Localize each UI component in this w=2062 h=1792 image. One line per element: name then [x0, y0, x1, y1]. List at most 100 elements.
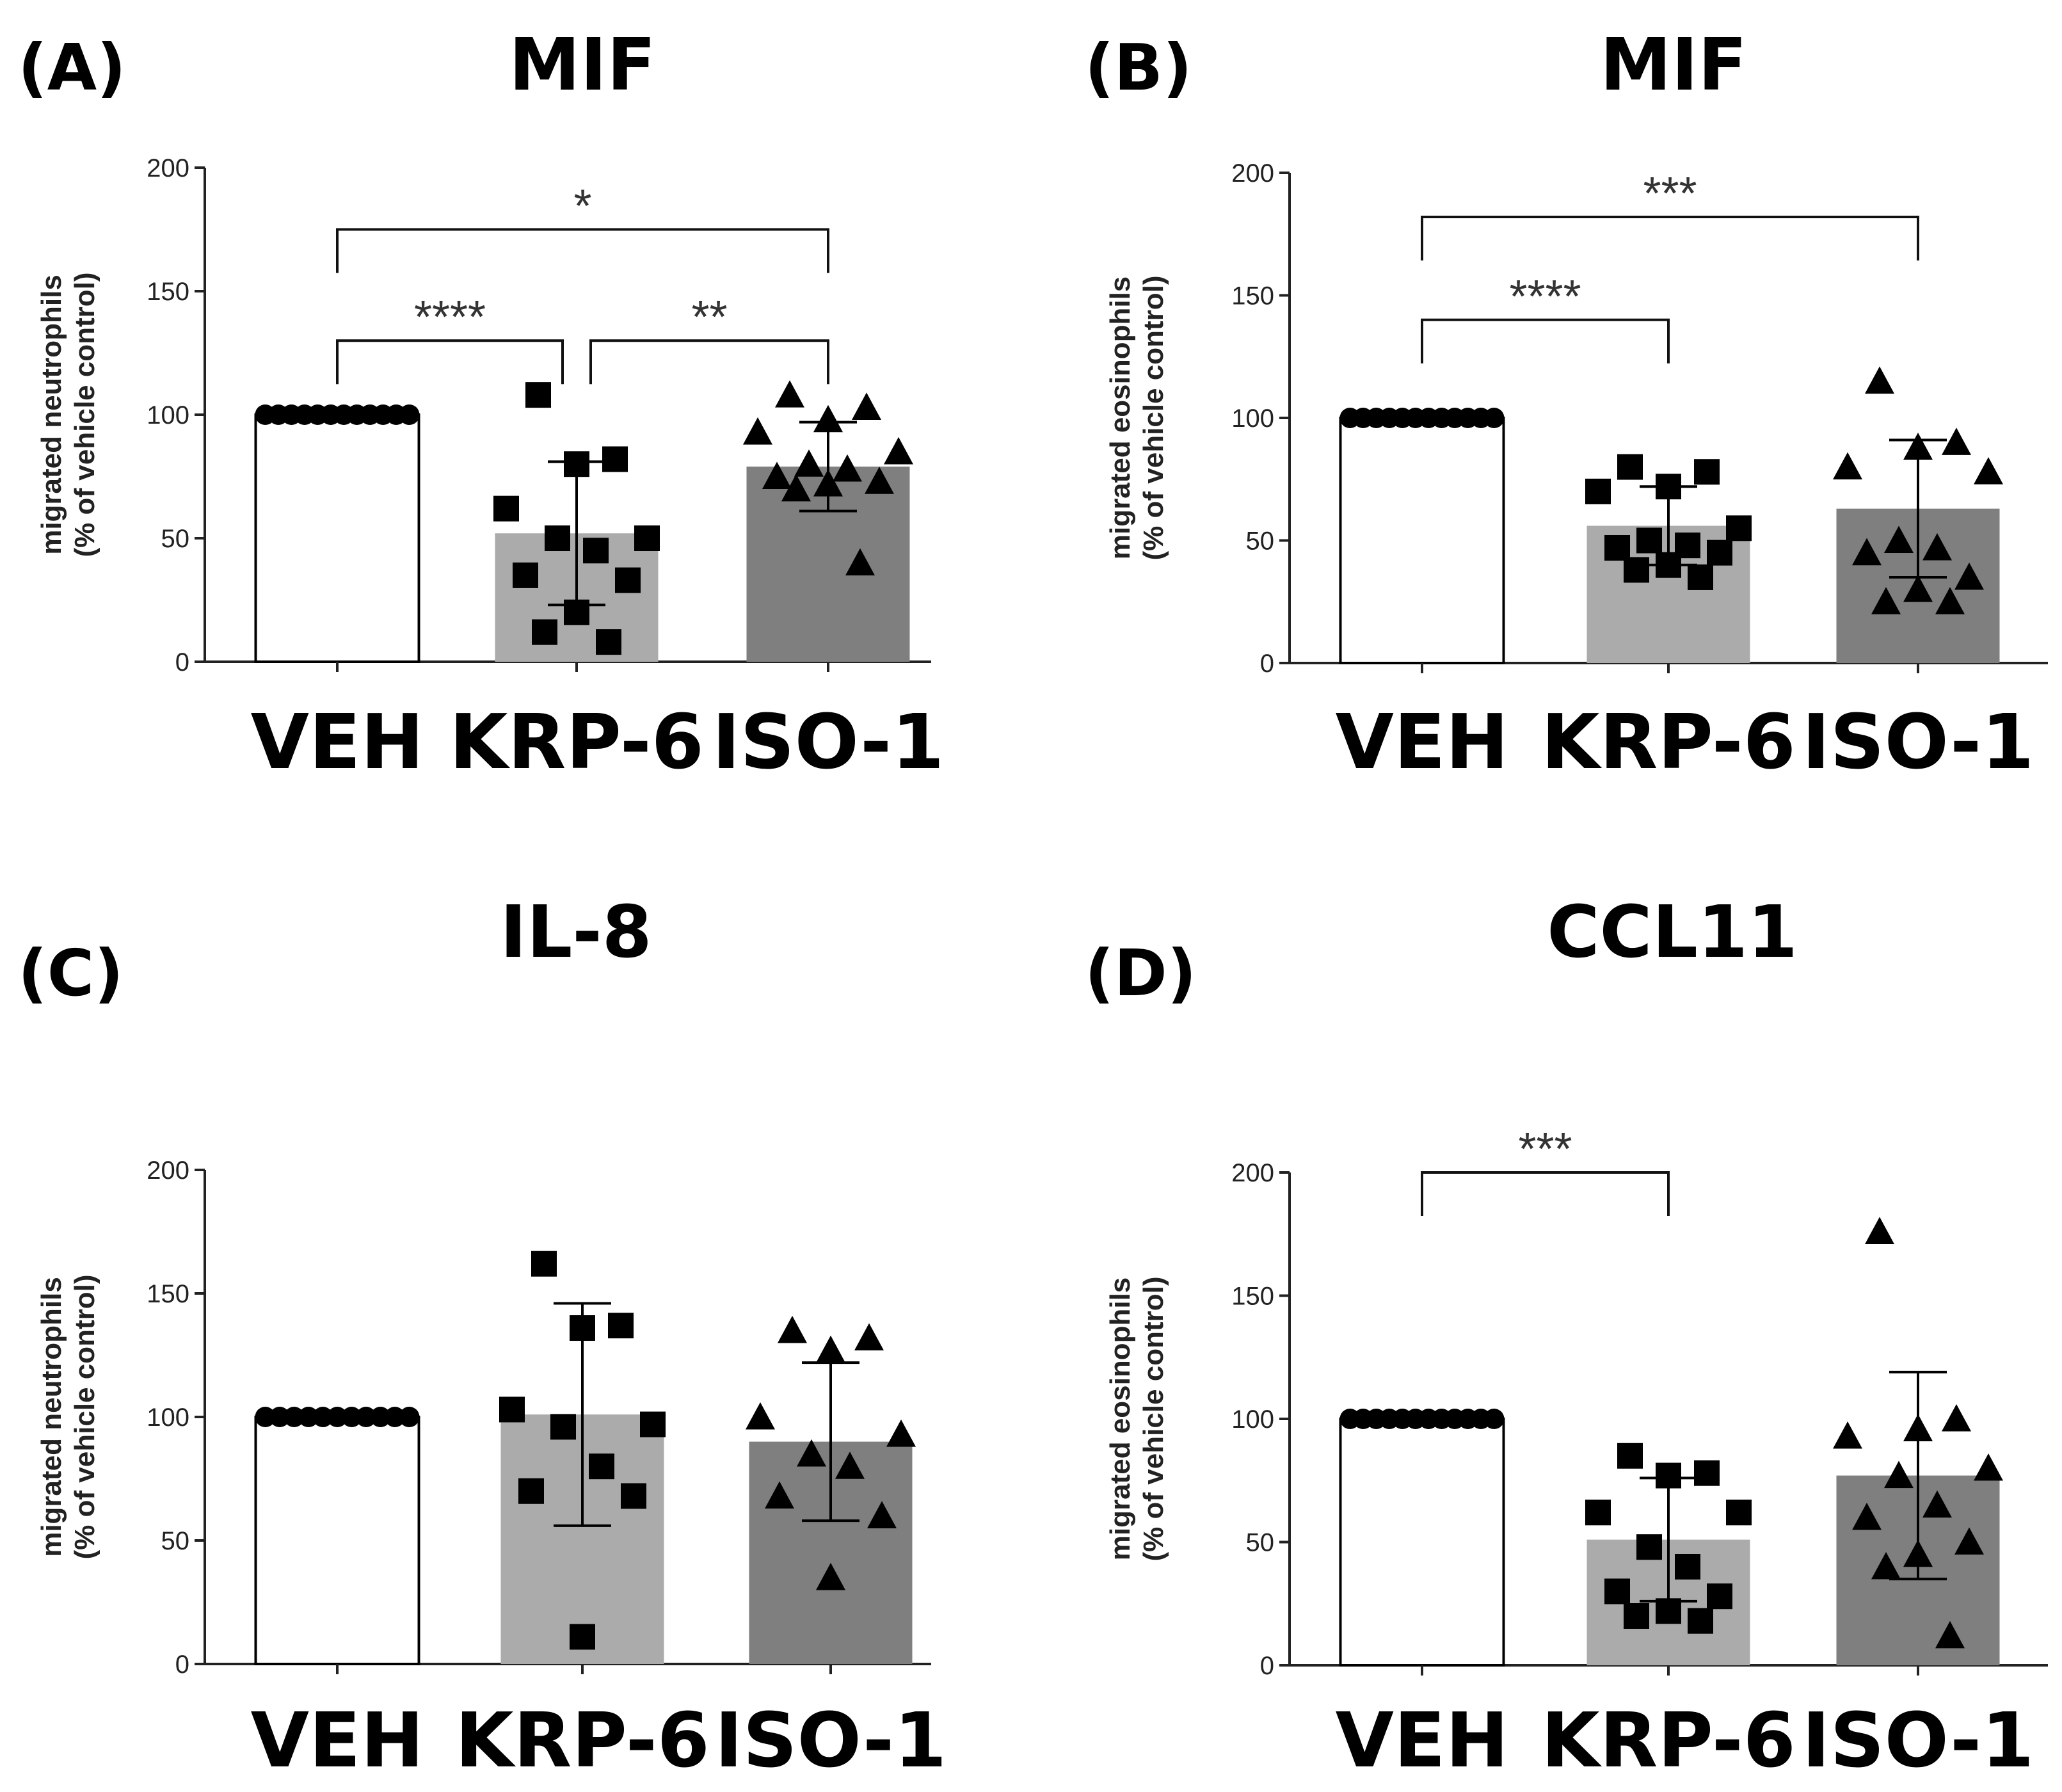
data-point-iso-1 [1903, 575, 1933, 602]
y-axis-label: migrated neutrophils (% of vehicle contro… [36, 273, 100, 557]
data-point-krp-6 [1688, 1608, 1713, 1634]
data-point-krp-6 [602, 446, 628, 472]
data-point-iso-1 [762, 461, 792, 490]
data-point-iso-1 [886, 1420, 916, 1447]
data-point-iso-1 [884, 436, 913, 465]
data-point-iso-1 [852, 392, 881, 420]
chart-title: MIF [1600, 24, 1747, 107]
panel-c: (C) IL-8 migrated neutrophils (% of vehicle… [18, 891, 947, 1784]
data-point-krp-6 [513, 562, 538, 588]
data-point-krp-6 [550, 1414, 576, 1440]
category-label-iso-1: ISO-1 [715, 1696, 947, 1784]
chart-title: IL-8 [500, 891, 651, 974]
data-point-krp-6 [570, 1624, 595, 1650]
data-point-krp-6 [1585, 1500, 1611, 1526]
data-point-krp-6 [1726, 1500, 1752, 1526]
data-point-veh [356, 1407, 376, 1427]
data-point-krp-6 [493, 495, 519, 522]
data-point-iso-1 [1884, 525, 1914, 554]
y-tick-label: 50 [161, 525, 190, 553]
data-point-krp-6 [499, 1396, 525, 1423]
significance-bracket [1421, 215, 1919, 260]
significance-bracket [1421, 1171, 1670, 1216]
bar-veh [1339, 1418, 1505, 1667]
bar-veh [1339, 417, 1505, 664]
data-point-iso-1 [1922, 1490, 1952, 1518]
y-tick-label: 100 [1231, 1405, 1274, 1434]
data-point-iso-1 [1852, 1503, 1882, 1530]
data-point-iso-1 [743, 417, 772, 445]
data-point-iso-1 [816, 1335, 845, 1363]
data-point-iso-1 [816, 1562, 845, 1590]
y-axis-label-line1: migrated eosinophils [1105, 276, 1136, 560]
category-label-krp-6: KRP-6 [1541, 698, 1796, 786]
data-point-veh [284, 1407, 305, 1427]
data-point-krp-6 [640, 1411, 666, 1437]
data-point-krp-6 [608, 1313, 634, 1339]
significance-label: ** [691, 292, 727, 343]
data-point-krp-6 [531, 1251, 557, 1277]
y-tick-label: 150 [1231, 1283, 1274, 1311]
significance-bracket [336, 228, 829, 273]
data-point-iso-1 [1865, 366, 1894, 394]
category-label-iso-1: ISO-1 [1802, 698, 2034, 786]
category-label-veh: VEH [1336, 698, 1509, 786]
y-tick-label: 100 [147, 401, 189, 429]
data-point-veh [370, 1407, 391, 1427]
data-point-iso-1 [1833, 1421, 1862, 1449]
data-point-iso-1 [1884, 1460, 1914, 1489]
data-point-krp-6 [583, 538, 609, 564]
y-axis-label-line1: migrated eosinophils [1105, 1277, 1136, 1561]
data-point-veh [298, 1407, 319, 1427]
y-axis-label-line2: (% of vehicle control) [1138, 1277, 1169, 1562]
category-label-veh: VEH [251, 1696, 424, 1784]
data-point-iso-1 [1865, 1217, 1894, 1244]
y-tick-label: 0 [1260, 1652, 1274, 1680]
category-label-krp-6: KRP-6 [449, 698, 704, 786]
bar-veh [254, 1416, 420, 1665]
y-axis-label: migrated neutrophils (% of vehicle contro… [36, 1275, 100, 1560]
data-point-iso-1 [833, 454, 862, 482]
data-point-krp-6 [1604, 1578, 1630, 1604]
data-point-krp-6 [589, 1453, 614, 1480]
category-label-krp-6: KRP-6 [1541, 1696, 1796, 1784]
data-point-iso-1 [797, 1439, 826, 1467]
panel-d: (D) CCL11 migrated eosinophils (% of vehicl… [1085, 891, 2048, 1784]
y-tick-label: 0 [175, 648, 189, 676]
y-tick-label: 150 [147, 1280, 189, 1308]
data-point-iso-1 [775, 380, 804, 408]
data-point-krp-6 [1617, 1443, 1643, 1469]
data-point-iso-1 [765, 1481, 794, 1509]
panel-b: (B) MIF migrated eosinophils (% of vehicle … [1085, 24, 2048, 786]
panel-a: (A) MIF migrated neutrophils (% of vehicle … [18, 24, 944, 786]
data-point-krp-6 [545, 525, 570, 551]
data-point-iso-1 [1852, 538, 1882, 566]
data-point-krp-6 [1585, 478, 1611, 504]
data-point-iso-1 [781, 474, 811, 502]
y-tick-label: 100 [147, 1404, 189, 1432]
panel-letter: (B) [1085, 30, 1192, 105]
data-point-iso-1 [1871, 1552, 1901, 1580]
data-point-veh [312, 1407, 333, 1427]
significance-bracket [336, 339, 564, 385]
category-label-iso-1: ISO-1 [712, 698, 944, 786]
y-tick-label: 200 [147, 1156, 189, 1185]
data-point-krp-6 [1694, 1460, 1720, 1486]
y-axis-label-line1: migrated neutrophils [36, 1277, 67, 1557]
data-point-veh [399, 1407, 420, 1427]
data-point-krp-6 [615, 567, 641, 593]
chart-title: MIF [509, 24, 656, 107]
panel-letter: (A) [18, 30, 126, 105]
data-point-iso-1 [1935, 587, 1965, 614]
significance-bracket [589, 339, 829, 385]
significance-bracket [1421, 318, 1670, 364]
panel-letter: (C) [18, 936, 124, 1011]
data-point-iso-1 [1935, 1620, 1965, 1649]
data-point-krp-6 [1636, 1534, 1662, 1560]
data-point-krp-6 [621, 1483, 646, 1509]
data-point-krp-6 [1726, 515, 1752, 541]
data-point-iso-1 [1833, 452, 1862, 480]
data-point-veh [255, 1407, 276, 1427]
panel-letter: (D) [1085, 936, 1196, 1011]
data-point-krp-6 [532, 619, 557, 645]
